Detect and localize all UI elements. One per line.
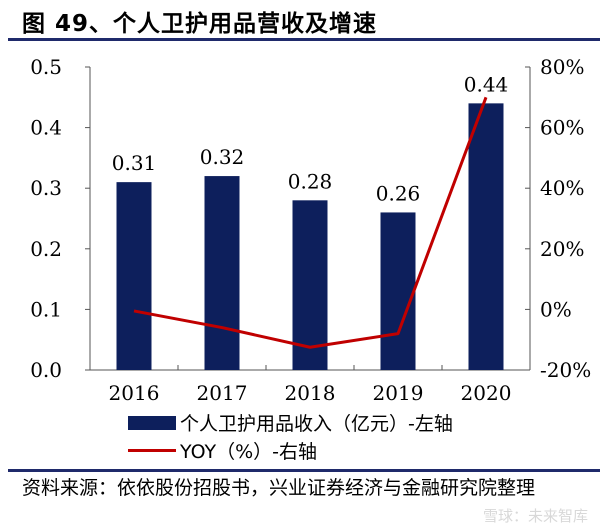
- watermark: 雪球：未来智库: [482, 507, 588, 525]
- right-tick-label: 60%: [540, 116, 584, 140]
- legend-swatch-bar: [128, 415, 176, 430]
- chart-title: 图 49、个人卫护用品营收及增速: [22, 11, 378, 37]
- legend-label-bar: 个人卫护用品收入（亿元）-左轴: [180, 413, 453, 435]
- right-tick-label: 40%: [540, 176, 584, 200]
- legend-item-bar: 个人卫护用品收入（亿元）-左轴: [128, 409, 453, 436]
- right-tick-label: -20%: [540, 358, 591, 382]
- x-tick-label: 2016: [109, 381, 160, 405]
- right-tick-label: 0%: [540, 297, 572, 321]
- bar-2017: [204, 176, 240, 370]
- bar-value-label: 0.28: [288, 169, 333, 193]
- source-note: 资料来源：依依股份招股书，兴业证券经济与金融研究院整理: [22, 477, 536, 499]
- bottom-divider: [8, 469, 600, 472]
- top-divider: [8, 38, 600, 41]
- right-tick-label: 80%: [540, 55, 584, 79]
- bar-2016: [116, 182, 152, 370]
- legend-label-line: YOY（%）-右轴: [180, 441, 317, 463]
- left-tick-label: 0.3: [30, 176, 62, 200]
- x-tick-label: 2019: [373, 381, 424, 405]
- left-tick-label: 0.1: [30, 297, 62, 321]
- x-tick-label: 2020: [461, 381, 512, 405]
- bar-value-label: 0.31: [112, 151, 157, 175]
- bar-2020: [468, 103, 504, 371]
- bar-value-label: 0.32: [200, 145, 245, 169]
- right-tick-label: 20%: [540, 237, 584, 261]
- x-tick-label: 2017: [197, 381, 248, 405]
- left-tick-label: 0.2: [30, 237, 62, 261]
- chart-canvas: 0.0 0.1 0.2 0.3 0.4 0.5 -20% 0% 20% 40% 60% 80% 0.31…: [30, 55, 591, 405]
- left-tick-label: 0.4: [30, 116, 62, 140]
- legend-swatch-line: [128, 449, 176, 452]
- left-tick-label: 0.5: [30, 55, 62, 79]
- x-tick-label: 2018: [285, 381, 336, 405]
- legend-item-line: YOY（%）-右轴: [128, 437, 317, 464]
- bar-2018: [292, 200, 328, 370]
- bar-value-label: 0.44: [464, 72, 509, 96]
- bar-2019: [380, 212, 416, 370]
- left-tick-label: 0.0: [30, 358, 62, 382]
- bar-value-label: 0.26: [376, 181, 421, 205]
